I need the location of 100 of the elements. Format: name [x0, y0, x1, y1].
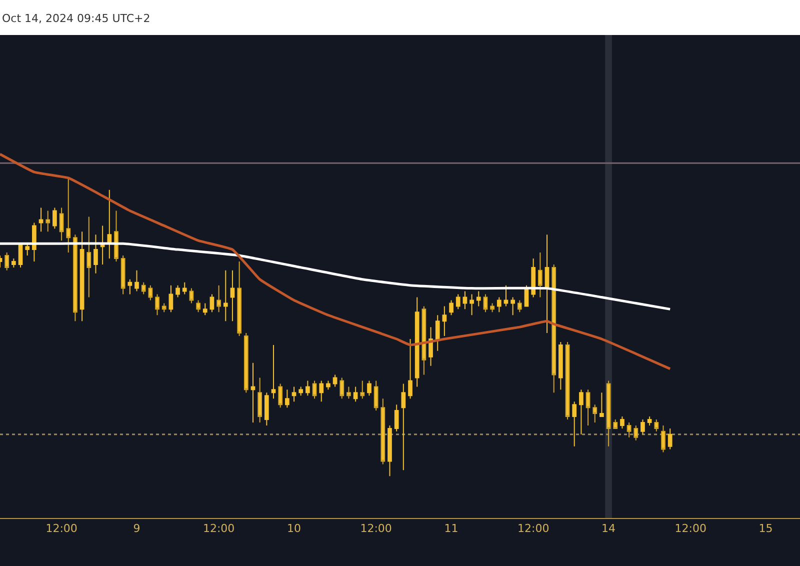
candlestick: [155, 294, 160, 316]
candlestick: [414, 296, 420, 388]
candlestick: [168, 284, 174, 313]
candlestick: [346, 386, 351, 400]
candlestick: [531, 258, 536, 298]
candlestick: [626, 422, 632, 438]
candlestick: [210, 294, 214, 313]
candlestick: [374, 380, 378, 412]
candlestick: [298, 386, 304, 396]
candlestick: [654, 418, 659, 432]
candlestick: [380, 398, 386, 465]
x-tick-label: 10: [287, 522, 302, 536]
candlestick: [182, 282, 187, 295]
candlestick: [285, 389, 290, 408]
candlestick: [435, 314, 440, 352]
candlestick: [332, 374, 338, 388]
candlestick: [80, 231, 84, 322]
candlestick: [148, 284, 153, 301]
candlestick: [176, 284, 180, 298]
candlestick: [107, 189, 112, 259]
candlestick: [12, 258, 16, 268]
candlestick: [52, 207, 57, 230]
candlestick: [517, 300, 522, 313]
candlestick: [271, 344, 276, 400]
candlestick: [613, 418, 618, 429]
candlestick: [496, 296, 502, 313]
candlestick: [94, 234, 98, 274]
candlestick: [483, 294, 488, 313]
candlestick: [476, 290, 481, 307]
candlestick: [552, 264, 556, 394]
candlestick: [661, 424, 666, 453]
candlestick: [292, 386, 296, 402]
candlestick: [408, 338, 412, 400]
candlestick: [668, 428, 672, 450]
candlestick: [189, 288, 194, 304]
candlestick: [579, 389, 584, 435]
candlestick: [114, 210, 118, 262]
x-tick-label: 12:00: [202, 522, 235, 536]
candlestick: [196, 300, 200, 313]
x-tick-label: 12:00: [46, 522, 78, 536]
candlestick: [647, 416, 652, 426]
candlestick: [66, 177, 71, 254]
candlestick: [606, 380, 611, 447]
candlestick: [4, 252, 10, 271]
candlestick: [86, 216, 92, 298]
candlestick: [25, 243, 30, 256]
candlestick: [592, 404, 598, 423]
candlestick: [558, 341, 563, 390]
candlestick: [565, 341, 570, 420]
candlestick: [244, 332, 248, 394]
candlestick: [38, 207, 44, 232]
candlestick: [449, 300, 454, 316]
candlestick: [367, 380, 372, 396]
candlestick: [278, 383, 283, 408]
candlestick: [237, 260, 242, 337]
candlestick: [538, 252, 542, 298]
candlestick: [264, 392, 269, 426]
candlestick: [456, 294, 460, 310]
candlestick: [162, 302, 166, 313]
candlestick: [120, 255, 126, 295]
candlestick: [490, 302, 494, 313]
x-tick-label: 15: [758, 522, 773, 536]
x-tick-label: 12:00: [360, 522, 392, 536]
candlestick: [340, 377, 344, 400]
x-tick-label: 11: [444, 522, 458, 536]
candlestick: [319, 380, 324, 402]
candlestick: [100, 225, 105, 265]
candlestick: [634, 424, 638, 441]
candlestick: [73, 234, 78, 322]
candlestick: [470, 294, 474, 316]
candlestick: [586, 389, 590, 426]
candlestick: [216, 284, 221, 313]
candlestick: [401, 383, 406, 471]
candlestick: [640, 418, 645, 435]
candlestick: [202, 302, 208, 316]
candlestick: [128, 278, 132, 295]
x-tick-label: 12:00: [674, 522, 706, 536]
candlestick: [250, 362, 256, 423]
candlestick: [306, 380, 310, 396]
candlestick: [388, 424, 392, 477]
candlestick: [442, 306, 447, 337]
candlestick: [326, 380, 330, 390]
candlestick: [394, 404, 399, 432]
candlestick: [312, 380, 317, 400]
candlestick: [230, 270, 235, 322]
candlestick: [353, 386, 358, 402]
x-tick-label: 14: [602, 522, 616, 536]
text: Oct 14, 2024 09:45 UTC+2: [2, 12, 150, 25]
candlestick: [223, 270, 228, 322]
candlestick: [572, 401, 577, 447]
candlestick: [600, 392, 604, 418]
x-tick-label: 12:00: [517, 522, 550, 536]
candlestick: [620, 416, 624, 429]
candlestick: [422, 306, 426, 376]
candlestick: [504, 284, 508, 307]
candlestick: [510, 296, 515, 316]
candlestick: [462, 290, 468, 310]
candlestick: [134, 270, 139, 292]
candlestick: [46, 210, 50, 232]
candlestick: [258, 377, 262, 423]
